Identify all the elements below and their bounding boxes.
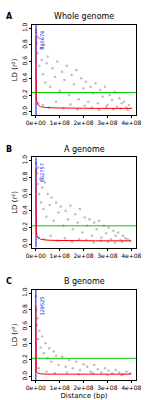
svg-text:1.0: 1.0: [21, 287, 28, 297]
svg-text:2e+08: 2e+08: [73, 119, 93, 126]
svg-text:0e+00: 0e+00: [26, 119, 46, 126]
svg-text:862757: 862757: [39, 163, 45, 182]
svg-text:2e+08: 2e+08: [73, 252, 93, 259]
svg-text:A: A: [6, 12, 13, 21]
svg-text:0.8: 0.8: [21, 172, 28, 182]
svg-text:0e+00: 0e+00: [26, 252, 46, 259]
svg-text:B: B: [6, 145, 12, 154]
svg-text:0.0: 0.0: [21, 238, 28, 248]
svg-text:B genome: B genome: [64, 277, 105, 286]
svg-text:1.0: 1.0: [21, 22, 28, 32]
svg-text:0.8: 0.8: [21, 39, 28, 49]
svg-text:840676: 840676: [39, 31, 45, 50]
svg-text:4e+08: 4e+08: [121, 119, 141, 126]
svg-text:0.6: 0.6: [21, 56, 28, 66]
svg-text:0.2: 0.2: [21, 354, 28, 364]
svg-text:3e+08: 3e+08: [97, 252, 117, 259]
svg-text:3e+08: 3e+08: [97, 384, 117, 391]
svg-text:LD (r²): LD (r²): [11, 58, 19, 81]
svg-text:4e+08: 4e+08: [121, 384, 141, 391]
svg-text:2e+08: 2e+08: [73, 384, 93, 391]
svg-text:3e+08: 3e+08: [97, 119, 117, 126]
svg-text:C: C: [6, 277, 12, 286]
svg-text:4e+08: 4e+08: [121, 252, 141, 259]
svg-text:0.6: 0.6: [21, 321, 28, 331]
svg-text:0e+00: 0e+00: [26, 384, 46, 391]
svg-text:1.0: 1.0: [21, 155, 28, 165]
svg-text:Whole genome: Whole genome: [54, 12, 114, 21]
svg-text:LD (r²): LD (r²): [11, 323, 19, 346]
svg-text:0.0: 0.0: [21, 371, 28, 381]
svg-text:0.2: 0.2: [21, 89, 28, 99]
svg-text:A genome: A genome: [64, 145, 105, 154]
svg-text:129525: 129525: [39, 296, 45, 315]
svg-text:LD (r²): LD (r²): [11, 191, 19, 214]
svg-text:0.6: 0.6: [21, 188, 28, 198]
svg-text:0.0: 0.0: [21, 106, 28, 116]
svg-text:1e+08: 1e+08: [50, 119, 70, 126]
svg-text:0.8: 0.8: [21, 304, 28, 314]
svg-text:1e+08: 1e+08: [50, 384, 70, 391]
svg-text:0.4: 0.4: [21, 205, 28, 215]
svg-text:0.2: 0.2: [21, 222, 28, 232]
svg-text:Distance (bp): Distance (bp): [60, 392, 107, 400]
svg-text:0.4: 0.4: [21, 72, 28, 82]
svg-text:1e+08: 1e+08: [50, 252, 70, 259]
svg-text:0.4: 0.4: [21, 337, 28, 347]
